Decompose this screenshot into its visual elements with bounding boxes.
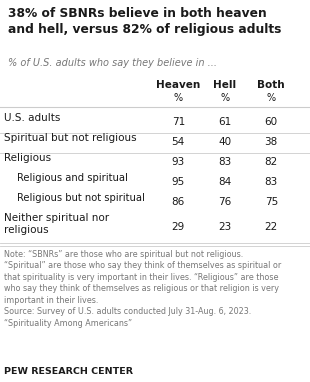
Text: 93: 93 bbox=[172, 157, 185, 167]
Text: 83: 83 bbox=[265, 177, 278, 187]
Text: 40: 40 bbox=[218, 137, 231, 147]
Text: Religious but not spiritual: Religious but not spiritual bbox=[17, 193, 145, 203]
Text: 83: 83 bbox=[218, 157, 231, 167]
Text: Neither spiritual nor
religious: Neither spiritual nor religious bbox=[4, 213, 109, 235]
Text: 75: 75 bbox=[265, 197, 278, 207]
Text: % of U.S. adults who say they believe in ...: % of U.S. adults who say they believe in… bbox=[8, 58, 217, 68]
Text: 95: 95 bbox=[172, 177, 185, 187]
Text: Religious: Religious bbox=[4, 153, 51, 163]
Text: 38: 38 bbox=[265, 137, 278, 147]
Text: PEW RESEARCH CENTER: PEW RESEARCH CENTER bbox=[4, 367, 133, 376]
Text: Religious and spiritual: Religious and spiritual bbox=[17, 173, 128, 183]
Text: 38% of SBNRs believe in both heaven
and hell, versus 82% of religious adults: 38% of SBNRs believe in both heaven and … bbox=[8, 7, 281, 36]
Text: 76: 76 bbox=[218, 197, 231, 207]
Text: 22: 22 bbox=[265, 222, 278, 232]
Text: 61: 61 bbox=[218, 117, 231, 127]
Text: 71: 71 bbox=[172, 117, 185, 127]
Text: 54: 54 bbox=[172, 137, 185, 147]
Text: Note: “SBNRs” are those who are spiritual but not religious.
“Spiritual” are tho: Note: “SBNRs” are those who are spiritua… bbox=[4, 250, 281, 328]
Text: Hell: Hell bbox=[213, 80, 236, 90]
Text: %: % bbox=[174, 93, 183, 103]
Text: 23: 23 bbox=[218, 222, 231, 232]
Text: 84: 84 bbox=[218, 177, 231, 187]
Text: Both: Both bbox=[257, 80, 285, 90]
Text: 29: 29 bbox=[172, 222, 185, 232]
Text: U.S. adults: U.S. adults bbox=[4, 113, 60, 123]
Text: 86: 86 bbox=[172, 197, 185, 207]
Text: 60: 60 bbox=[265, 117, 278, 127]
Text: %: % bbox=[220, 93, 229, 103]
Text: %: % bbox=[267, 93, 276, 103]
Text: Spiritual but not religious: Spiritual but not religious bbox=[4, 133, 136, 143]
Text: 82: 82 bbox=[265, 157, 278, 167]
Text: Heaven: Heaven bbox=[156, 80, 200, 90]
